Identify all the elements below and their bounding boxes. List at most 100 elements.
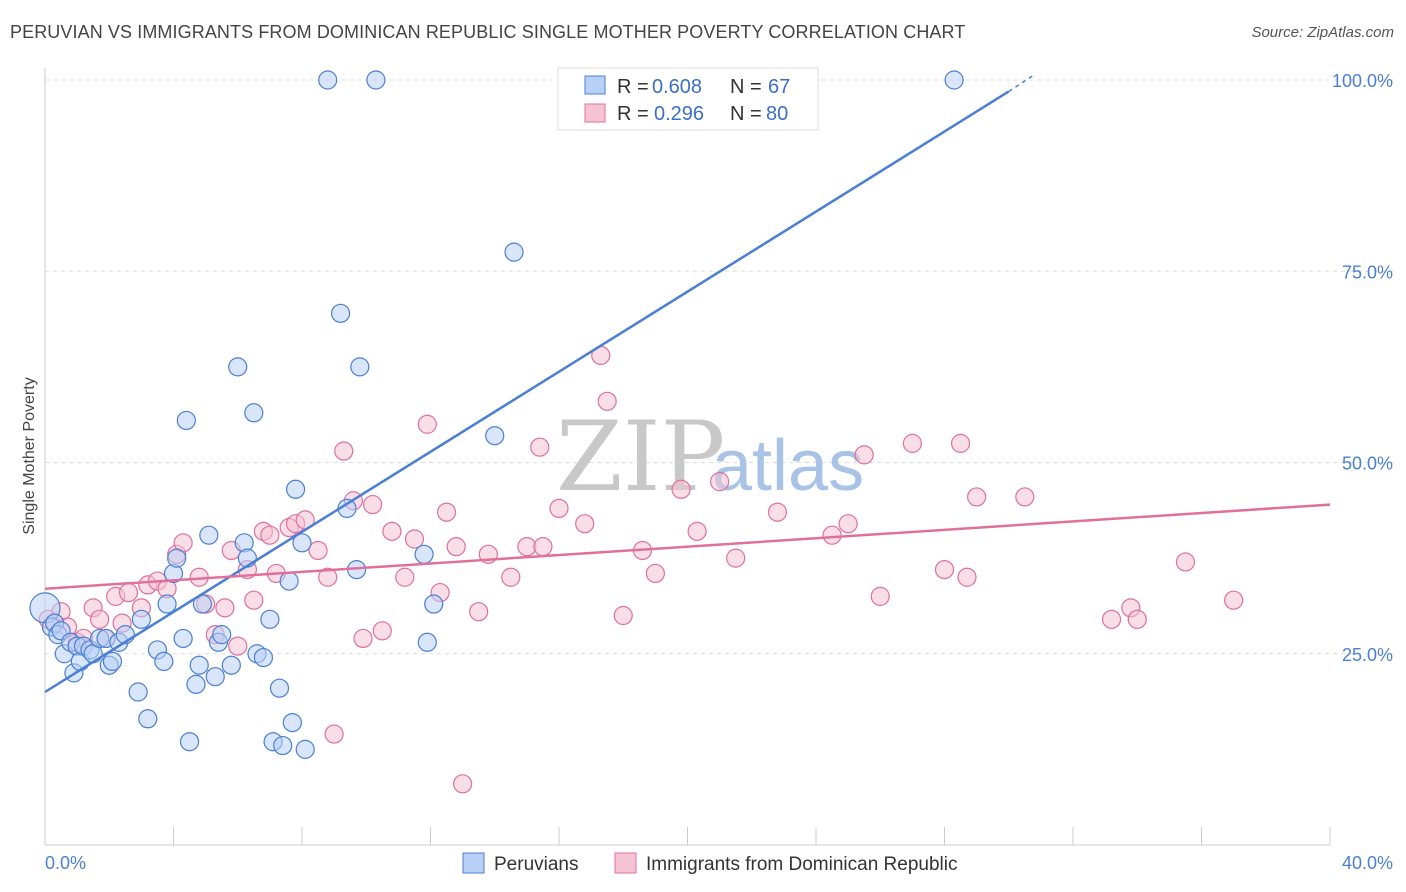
peruvian-point (253, 647, 274, 668)
dominican-point (501, 567, 521, 587)
dominican-point (934, 559, 955, 580)
dominican-point (822, 525, 842, 545)
dominican-point (687, 521, 707, 541)
dominican-point (318, 567, 338, 587)
trend-line-peruvians (44, 90, 1010, 694)
peruvian-point (292, 533, 312, 553)
dominican-point (118, 582, 139, 603)
trend-lines (44, 74, 1331, 694)
y-axis-label: Single Mother Poverty (21, 377, 38, 534)
peruvian-point (186, 674, 206, 694)
dominican-point (228, 636, 248, 656)
peruvian-point (179, 732, 200, 752)
dominican-point (90, 609, 110, 629)
peruvian-point (189, 655, 209, 675)
peruvian-point (128, 682, 148, 702)
bottom-legend-label-dominican: Immigrants from Dominican Republic (646, 854, 958, 875)
dominican-point (324, 724, 344, 744)
legend-r-value-1: 0.608 (652, 76, 702, 98)
dominican-point (372, 621, 392, 641)
dominican-point (395, 567, 415, 587)
peruvian-point (205, 667, 225, 687)
peruvian-point (318, 70, 338, 90)
peruvian-point (154, 651, 174, 672)
dominican-point (215, 598, 235, 618)
peruvian-point (269, 678, 290, 698)
legend-swatch-dominican (584, 103, 606, 123)
legend-r-value-2: 0.296 (654, 103, 704, 125)
peruvian-point (131, 609, 151, 629)
dominican-point (453, 774, 473, 794)
peruvian-point (167, 548, 187, 568)
dominican-point (308, 540, 328, 561)
dominican-point (1175, 552, 1196, 572)
peruvian-point (228, 357, 248, 377)
peruvian-point (212, 625, 232, 645)
legend-r-label-2: R = (617, 103, 649, 125)
dominican-point (575, 514, 595, 534)
peruvian-point (102, 651, 123, 672)
peruvian-point (244, 403, 264, 423)
dominican-point (1015, 487, 1035, 507)
dominican-point (1101, 609, 1122, 629)
peruvian-point (417, 632, 437, 652)
dominican-point (1224, 590, 1244, 610)
y-tick-label: 50.0% (1342, 454, 1393, 474)
dominican-point (404, 529, 425, 549)
peruvian-point (944, 70, 964, 90)
bottom-legend-swatch-peruvians (462, 852, 485, 874)
peruvian-point (260, 609, 280, 629)
peruvian-point (485, 426, 505, 446)
peruvian-point (350, 357, 370, 377)
dominican-point (950, 433, 971, 453)
dominican-point (870, 586, 890, 606)
x-tick-label-max: 40.0% (1342, 853, 1393, 873)
peruvian-point (273, 735, 293, 756)
dominican-point (353, 628, 373, 649)
dominican-point (902, 433, 922, 453)
dominican-point (957, 567, 977, 587)
watermark-zip: ZIP (556, 401, 725, 513)
peruvian-point (330, 303, 351, 323)
dominican-point (838, 514, 858, 534)
bottom-legend-swatch-dominican (614, 852, 637, 874)
peruvian-point (282, 712, 302, 733)
y-tick-label: 25.0% (1342, 645, 1393, 665)
dominican-point (260, 525, 280, 545)
legend-swatch-peruvians (584, 75, 606, 95)
watermark: ZIP atlas (556, 401, 864, 513)
dominican-point (517, 537, 537, 557)
dominican-point (382, 521, 402, 541)
correlation-legend: R = 0.608 N = 67 R = 0.296 N = 80 (557, 67, 819, 131)
legend-n-value-1: 67 (768, 76, 790, 98)
dominican-point (436, 502, 457, 522)
dominican-point (549, 498, 569, 518)
dominican-point (726, 548, 746, 568)
dominican-point (967, 487, 987, 507)
y-tick-label: 75.0% (1342, 262, 1393, 282)
dominican-point (530, 437, 550, 457)
x-tick-label-min: 0.0% (45, 853, 86, 873)
dominican-point (446, 537, 466, 557)
dominican-point (671, 479, 691, 499)
dominican-point (710, 472, 730, 492)
trend-line-dominican (44, 503, 1331, 590)
dominican-point (363, 494, 383, 515)
dominican-point (417, 414, 437, 434)
trend-line-peruvians-ext (1008, 74, 1035, 93)
source-credit: Source: ZipAtlas.com (1251, 24, 1394, 41)
dominican-point (469, 602, 489, 622)
legend-n-label-1: N = (730, 76, 762, 98)
peruvian-point (176, 410, 196, 431)
peruvian-point (157, 594, 177, 614)
dominican-point (533, 537, 553, 557)
dominican-point (645, 563, 665, 584)
dominican-point (767, 502, 788, 522)
bottom-legend-label-peruvians: Peruvians (494, 854, 579, 875)
chart-title: PERUVIAN VS IMMIGRANTS FROM DOMINICAN RE… (10, 22, 966, 42)
legend-n-value-2: 80 (766, 103, 788, 125)
peruvian-point (199, 525, 219, 545)
peruvian-point (295, 739, 315, 759)
y-tick-label: 100.0% (1332, 71, 1393, 91)
